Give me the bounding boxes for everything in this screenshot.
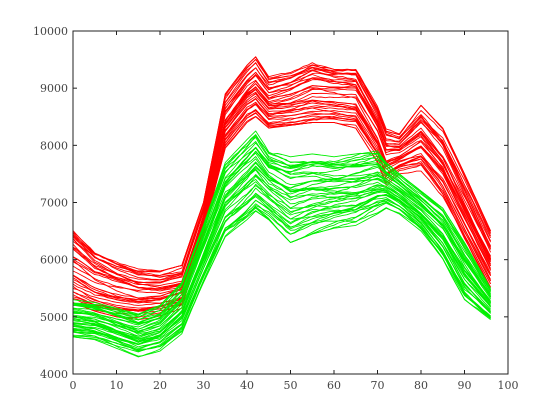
y-tick-label-3: 7000 xyxy=(40,197,68,210)
series-0-line-36 xyxy=(73,59,491,275)
x-tick-label-4: 40 xyxy=(240,379,254,392)
series-0 xyxy=(73,57,491,320)
y-tick-label-0: 4000 xyxy=(40,368,68,381)
x-tick-label-7: 70 xyxy=(371,379,385,392)
series-0-line-29 xyxy=(73,75,491,280)
y-tick-label-6: 10000 xyxy=(33,25,68,38)
series-1-line-23 xyxy=(73,162,491,339)
y-tick-label-2: 6000 xyxy=(40,254,68,267)
series-0-line-30 xyxy=(73,68,491,283)
series-1-line-26 xyxy=(73,166,491,331)
x-tick-label-2: 20 xyxy=(153,379,167,392)
x-tick-label-5: 50 xyxy=(284,379,298,392)
x-tick-label-3: 30 xyxy=(197,379,211,392)
x-tick-label-0: 0 xyxy=(70,379,77,392)
x-tick-label-8: 80 xyxy=(414,379,428,392)
x-tick-label-1: 10 xyxy=(110,379,124,392)
series-1-line-41 xyxy=(73,142,491,315)
series-0-line-25 xyxy=(73,78,491,288)
y-tick-label-4: 8000 xyxy=(40,139,68,152)
series-layer xyxy=(73,57,491,357)
x-tick-label-6: 60 xyxy=(327,379,341,392)
x-tick-label-9: 90 xyxy=(458,379,472,392)
series-0-line-22 xyxy=(73,86,491,290)
y-tick-label-5: 9000 xyxy=(40,82,68,95)
x-tick-label-10: 100 xyxy=(498,379,519,392)
y-tick-label-1: 5000 xyxy=(40,311,68,324)
